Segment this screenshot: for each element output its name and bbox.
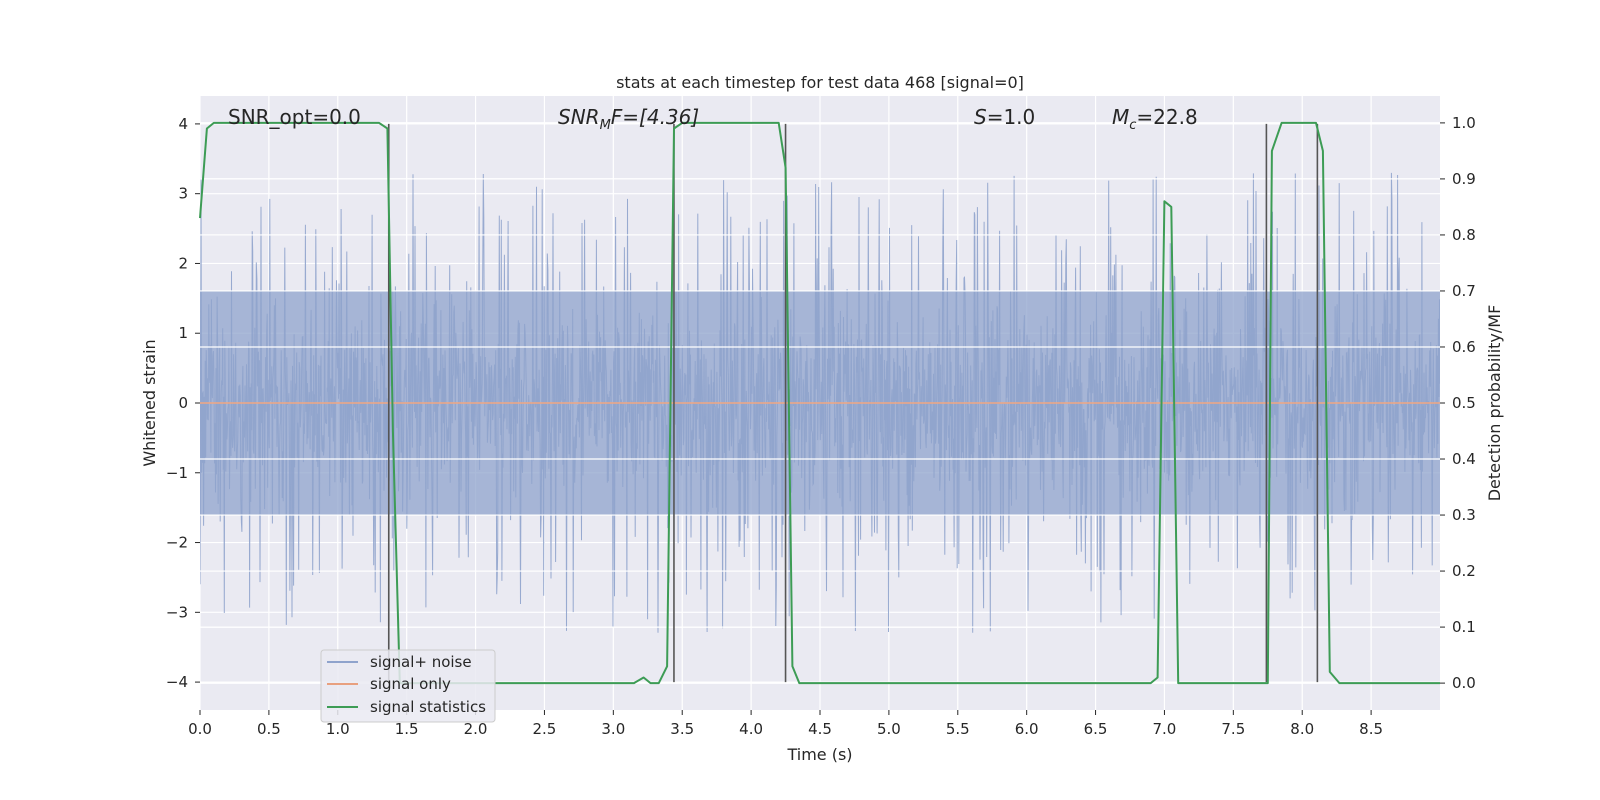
x-tick-label: 5.5	[946, 720, 970, 738]
x-tick-label: 2.5	[533, 720, 557, 738]
legend: signal+ noise signal only signal statist…	[320, 649, 496, 723]
y-right-tick-label: 0.8	[1452, 226, 1476, 244]
legend-label-signal-only: signal only	[370, 675, 451, 693]
legend-label-signal-statistics: signal statistics	[370, 698, 486, 716]
annotation-snr-opt: SNR_opt=0.0	[228, 105, 361, 129]
chart-title: stats at each timestep for test data 468…	[616, 73, 1024, 92]
annotation-mc-main: M	[1112, 105, 1129, 129]
x-tick-label: 6.0	[1015, 720, 1039, 738]
y-right-tick-label: 0.1	[1452, 618, 1476, 636]
x-tick-label: 8.0	[1290, 720, 1314, 738]
annotation-snr-mf: SNRMF=[4.36]	[558, 105, 699, 133]
x-tick-label: 4.5	[808, 720, 832, 738]
data-layer	[200, 122, 1440, 684]
annotation-s-rest: =1.0	[987, 105, 1036, 129]
x-tick-label: 8.5	[1359, 720, 1383, 738]
x-tick-label: 7.5	[1221, 720, 1245, 738]
y-right-tick-label: 0.7	[1452, 282, 1476, 300]
statistics-series	[199, 121, 1440, 685]
x-tick-label: 3.5	[670, 720, 694, 738]
series-signal-noise	[200, 172, 1440, 633]
x-tick-label: 7.0	[1153, 720, 1177, 738]
x-tick-label: 2.0	[464, 720, 488, 738]
y-right-tick-label: 0.2	[1452, 562, 1476, 580]
annotation-snr-mf-main: SNR	[558, 105, 600, 129]
legend-label-signal-noise: signal+ noise	[370, 653, 472, 671]
annotation-mc-sub: c	[1129, 118, 1136, 133]
y-tick-label: 4	[178, 115, 188, 133]
y-tick-label: 3	[178, 185, 188, 203]
y-tick-label: −4	[166, 673, 188, 691]
y-tick-label: −2	[166, 534, 188, 552]
x-tick-label: 4.0	[739, 720, 763, 738]
x-tick-label: 6.5	[1084, 720, 1108, 738]
x-tick-label: 3.0	[601, 720, 625, 738]
y-axis-left: −4 −3 −2 −1 0 1 2 3 4	[166, 115, 200, 691]
x-tick-label: 1.5	[395, 720, 419, 738]
y-right-tick-label: 0.3	[1452, 506, 1476, 524]
annotation-s-main: S	[974, 105, 987, 129]
y-right-tick-label: 0.0	[1452, 674, 1476, 692]
annotation-mc: Mc=22.8	[1112, 105, 1198, 133]
y-right-tick-label: 0.9	[1452, 170, 1476, 188]
x-axis-label: Time (s)	[786, 745, 852, 764]
y-right-tick-label: 0.6	[1452, 338, 1476, 356]
plot-area	[199, 96, 1440, 710]
y-tick-label: 0	[178, 394, 188, 412]
y-axis-right: 0.0 0.1 0.2 0.3 0.4 0.5 0.6 0.7 0.8 0.9 1.0	[1440, 114, 1476, 692]
annotation-snr-mf-sub: M	[600, 118, 611, 133]
y-right-tick-label: 0.5	[1452, 394, 1476, 412]
series-signal-statistics	[199, 121, 1440, 685]
y-tick-label: 1	[178, 324, 188, 342]
y-tick-label: −1	[166, 464, 188, 482]
y-right-tick-label: 1.0	[1452, 114, 1476, 132]
y-axis-label: Whitened strain	[140, 339, 159, 466]
y-tick-label: −3	[166, 603, 188, 621]
legend-box	[320, 649, 496, 723]
annotation-snr-mf-rest: F=[4.36]	[611, 105, 699, 129]
y-right-tick-label: 0.4	[1452, 450, 1476, 468]
y-axis-right-label: Detection probability/MF	[1485, 305, 1504, 502]
y-tick-label: 2	[178, 254, 188, 272]
annotation-s: S=1.0	[974, 105, 1035, 129]
x-tick-label: 0.0	[188, 720, 212, 738]
x-axis: 0.0 0.5 1.0 1.5 2.0 2.5 3.0 3.5 4.0 4.5 5.0 5.5 6.0 6…	[188, 710, 1383, 738]
annotation-mc-rest: =22.8	[1136, 105, 1197, 129]
x-tick-label: 1.0	[326, 720, 350, 738]
x-tick-label: 0.5	[257, 720, 281, 738]
x-tick-label: 5.0	[877, 720, 901, 738]
